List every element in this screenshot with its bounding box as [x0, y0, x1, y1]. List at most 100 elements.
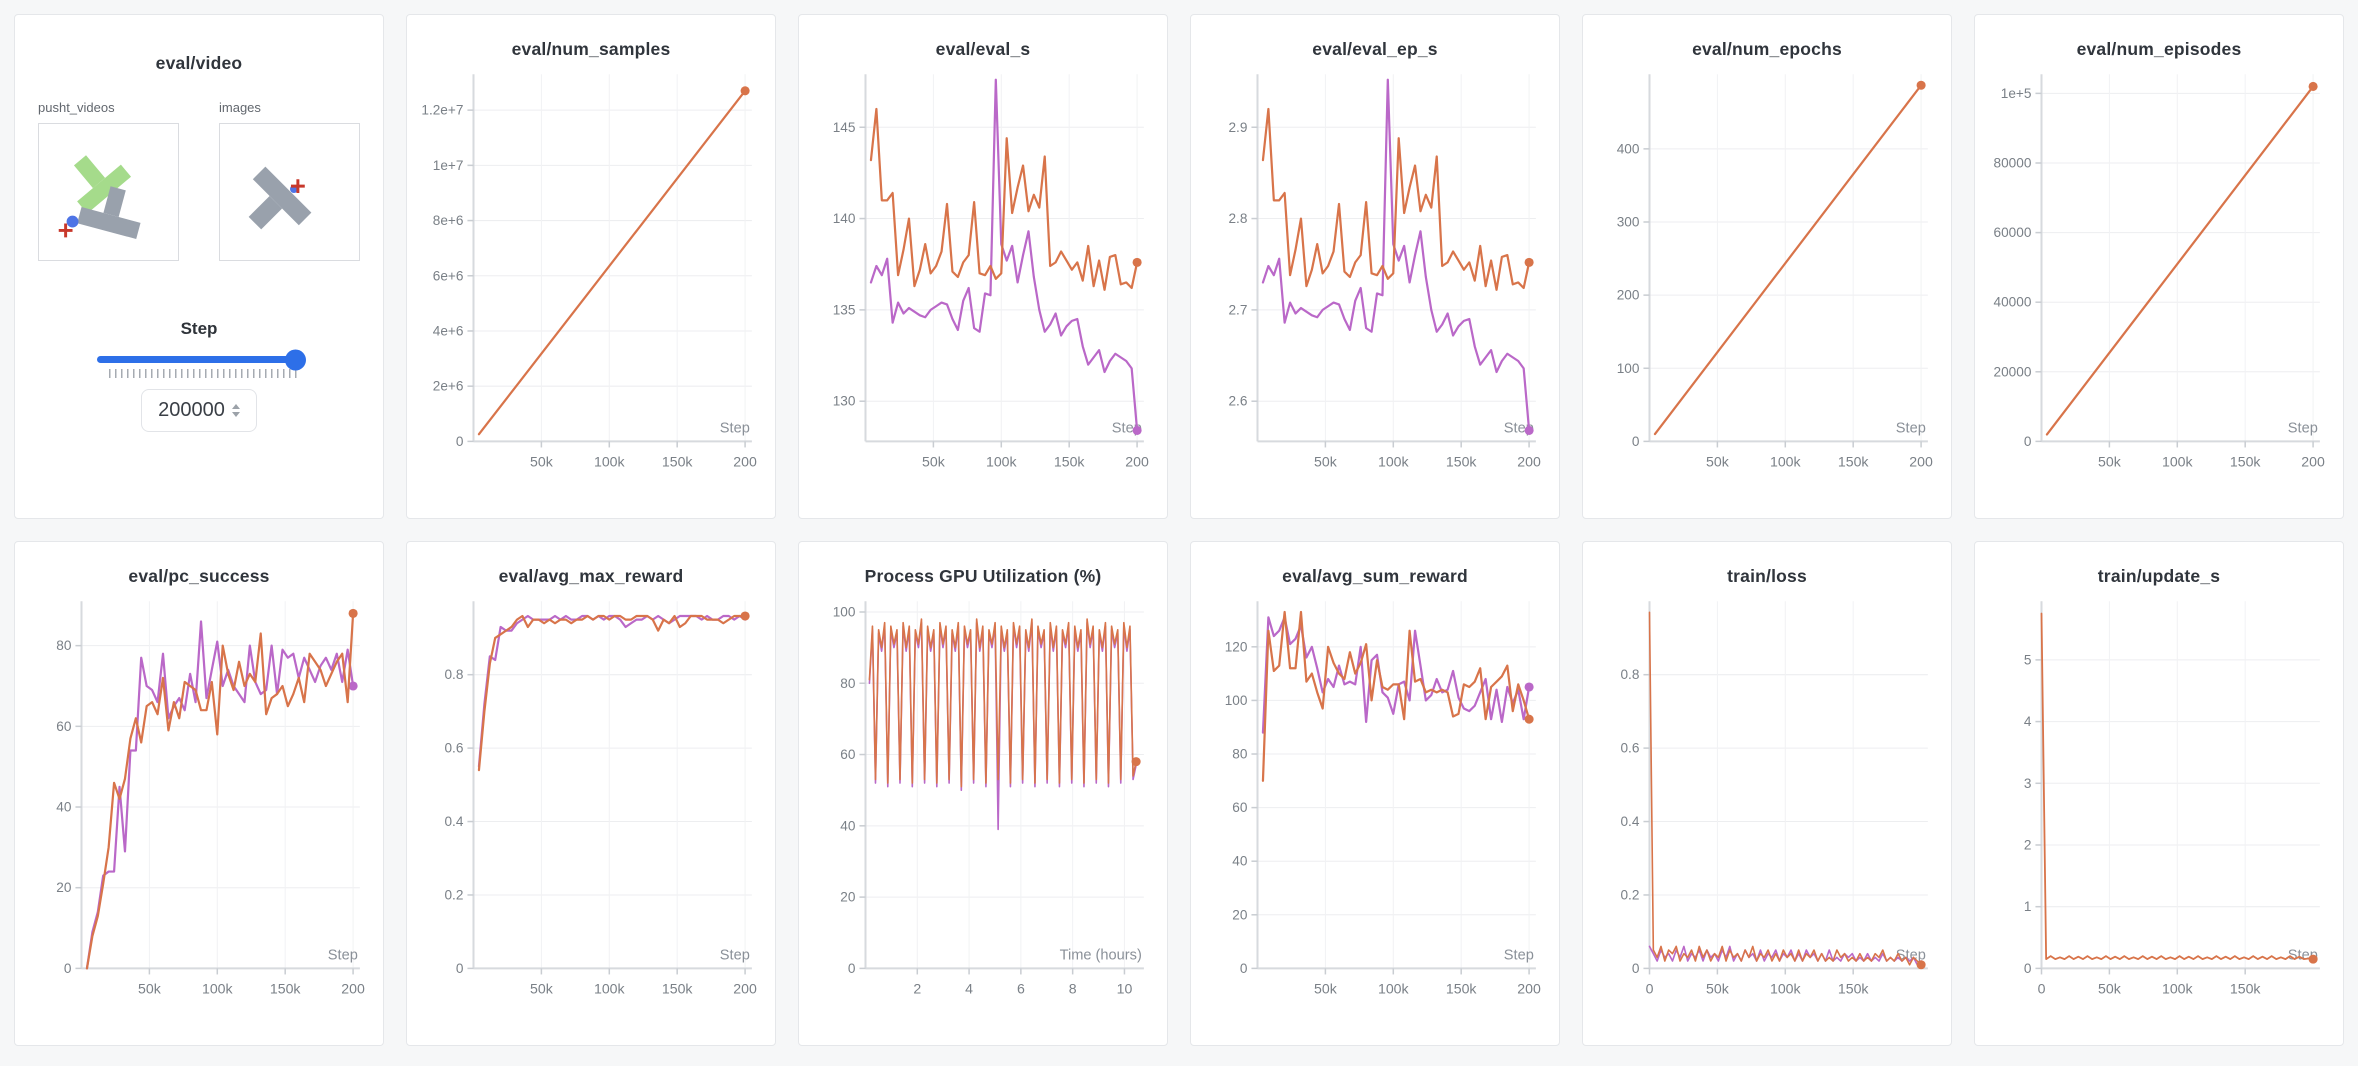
step-input[interactable]: 200000	[141, 389, 257, 432]
svg-text:Step: Step	[328, 947, 358, 963]
svg-text:200: 200	[1909, 454, 1933, 470]
eval-image-thumbnail[interactable]	[219, 123, 360, 261]
svg-text:50k: 50k	[530, 981, 554, 997]
svg-text:0: 0	[1646, 981, 1654, 997]
chart-plot[interactable]: 0 20 40 60 80 100 120 50k 100k 150k 200 Step	[1199, 591, 1551, 1019]
svg-text:150k: 150k	[270, 981, 302, 997]
svg-text:150k: 150k	[662, 981, 694, 997]
svg-text:50k: 50k	[1314, 454, 1338, 470]
chart-panel-eval-pc-success: eval/pc_success 0 20 40 60 80 50k 100k 150k 200 S…	[14, 541, 384, 1046]
svg-text:2.7: 2.7	[1228, 302, 1247, 317]
svg-text:2.6: 2.6	[1228, 394, 1247, 409]
svg-text:100k: 100k	[986, 454, 1018, 470]
chart-panel-eval-eval-ep-s: eval/eval_ep_s 2.6 2.7 2.8 2.9 50k 100k 150k 20…	[1190, 14, 1560, 519]
svg-text:10: 10	[1117, 981, 1133, 997]
chart-plot[interactable]: 0 20 40 60 80 100 2 4 6 8 10 Time (hours)	[807, 591, 1159, 1019]
svg-text:100k: 100k	[1770, 981, 1802, 997]
svg-text:100k: 100k	[1378, 454, 1410, 470]
step-slider-handle[interactable]	[285, 349, 306, 370]
step-slider-ticks	[109, 369, 299, 378]
svg-text:50k: 50k	[530, 454, 554, 470]
svg-text:100: 100	[1225, 693, 1248, 708]
pusht-scene-image	[58, 155, 141, 240]
chart-title: eval/pc_success	[128, 566, 270, 586]
svg-text:80: 80	[1232, 747, 1248, 762]
goal-cross	[290, 179, 305, 193]
chart-title: train/update_s	[2097, 566, 2221, 586]
svg-text:2: 2	[913, 981, 921, 997]
svg-text:1: 1	[2024, 899, 2032, 914]
chart-panel-train-update-s: train/update_s 0 1 2 3 4 5 0 50k 100k 150k Step	[1974, 541, 2344, 1046]
svg-text:80000: 80000	[1994, 156, 2032, 171]
media-row: pusht_videos	[38, 100, 360, 261]
svg-text:1e+7: 1e+7	[433, 158, 464, 173]
chart-plot[interactable]: 0 100 200 300 400 50k 100k 150k 200 Step	[1591, 64, 1943, 492]
step-increment-icon[interactable]	[231, 404, 240, 409]
svg-text:130: 130	[833, 394, 856, 409]
svg-text:0: 0	[1632, 434, 1640, 449]
svg-text:150k: 150k	[1054, 454, 1086, 470]
svg-text:145: 145	[833, 120, 856, 135]
step-decrement-icon[interactable]	[231, 412, 240, 417]
svg-text:Step: Step	[720, 947, 750, 963]
svg-text:8: 8	[1069, 981, 1077, 997]
svg-text:50k: 50k	[2098, 981, 2122, 997]
agent-dot	[66, 215, 79, 228]
svg-text:5: 5	[2024, 652, 2032, 667]
step-slider[interactable]	[97, 349, 306, 370]
svg-text:150k: 150k	[662, 454, 694, 470]
chart-plot[interactable]: 0 20 40 60 80 50k 100k 150k 200 Step	[23, 591, 375, 1019]
chart-title: eval/num_samples	[511, 39, 671, 59]
media-pusht-videos: pusht_videos	[38, 100, 179, 261]
svg-text:0: 0	[848, 961, 856, 976]
svg-text:40: 40	[840, 818, 856, 833]
svg-text:2.9: 2.9	[1228, 120, 1247, 135]
svg-text:120: 120	[1225, 639, 1248, 654]
svg-text:100k: 100k	[2162, 981, 2194, 997]
svg-text:140: 140	[833, 211, 856, 226]
chart-title: eval/num_epochs	[1692, 39, 1842, 59]
chart-title: eval/avg_sum_reward	[1282, 566, 1468, 586]
chart-panel-eval-avg-sum-reward: eval/avg_sum_reward 0 20 40 60 80 100 120 50k 10…	[1190, 541, 1560, 1046]
svg-text:2: 2	[2024, 838, 2032, 853]
media-label: images	[219, 100, 261, 115]
chart-plot[interactable]: 0 0.2 0.4 0.6 0.8 50k 100k 150k 200 Step	[415, 591, 767, 1019]
svg-text:1e+5: 1e+5	[2001, 86, 2032, 101]
svg-text:150k: 150k	[2230, 981, 2262, 997]
chart-plot[interactable]: 0 2e+6 4e+6 6e+6 8e+6 1e+7 1.2e+7 50k 100k 150k 20…	[415, 64, 767, 492]
step-spinner	[231, 404, 240, 417]
svg-text:Step: Step	[1896, 420, 1926, 436]
chart-panel-train-loss: train/loss 0 0.2 0.4 0.6 0.8 0 50k 100k 150k Step	[1582, 541, 1952, 1046]
svg-text:200: 200	[1517, 454, 1541, 470]
svg-text:80: 80	[840, 676, 856, 691]
chart-panel-eval-num-episodes: eval/num_episodes 0 20000 40000 60000 80000 1…	[1974, 14, 2344, 519]
svg-text:Time (hours): Time (hours)	[1060, 947, 1142, 963]
svg-text:100k: 100k	[1378, 981, 1410, 997]
svg-text:40: 40	[1232, 854, 1248, 869]
svg-text:20: 20	[840, 890, 856, 905]
chart-title: eval/num_episodes	[2076, 39, 2242, 59]
svg-text:Step: Step	[1504, 947, 1534, 963]
svg-text:4: 4	[2024, 714, 2032, 729]
pusht-video-thumbnail[interactable]	[38, 123, 179, 261]
svg-text:3: 3	[2024, 776, 2032, 791]
svg-text:150k: 150k	[2230, 454, 2262, 470]
svg-text:40: 40	[56, 800, 72, 815]
chart-plot[interactable]: 0 20000 40000 60000 80000 1e+5 50k 100k 150k 200 S…	[1983, 64, 2335, 492]
svg-text:150k: 150k	[1838, 454, 1870, 470]
svg-text:0: 0	[2024, 961, 2032, 976]
svg-text:50k: 50k	[2098, 454, 2122, 470]
panel-eval-video: eval/video pusht_videos	[14, 14, 384, 519]
svg-text:200: 200	[1617, 288, 1640, 303]
chart-panel-eval-num-samples: eval/num_samples 0 2e+6 4e+6 6e+6 8e+6 1e+7 1.…	[406, 14, 776, 519]
svg-text:20000: 20000	[1994, 364, 2032, 379]
svg-text:100: 100	[833, 604, 856, 619]
svg-text:50k: 50k	[1706, 454, 1730, 470]
svg-text:150k: 150k	[1446, 454, 1478, 470]
svg-text:4: 4	[965, 981, 973, 997]
svg-text:20: 20	[56, 880, 72, 895]
